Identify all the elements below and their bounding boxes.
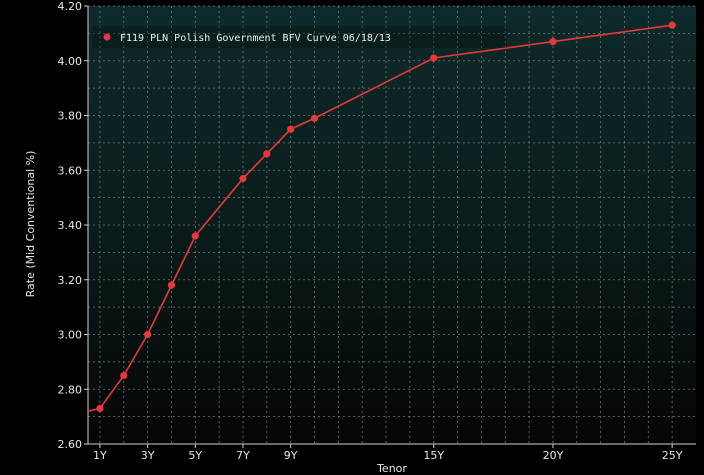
data-point [144, 330, 152, 339]
y-tick-label: 3.40 [58, 219, 83, 232]
y-tick-label: 2.80 [58, 383, 83, 396]
y-tick-label: 2.60 [58, 438, 83, 451]
series-layer [87, 21, 676, 413]
data-point [191, 232, 199, 240]
data-point [549, 37, 557, 46]
x-tick-label: 20Y [543, 449, 564, 462]
data-point [310, 114, 319, 122]
x-tick-label: 25Y [662, 449, 683, 462]
y-tick-label: 4.00 [58, 55, 83, 68]
x-tick-label: 9Y [284, 449, 298, 462]
legend: F119 PLN Polish Government BFV Curve 06/… [92, 26, 507, 48]
y-axis-label: Rate (Mid Conventional %) [24, 151, 37, 298]
x-axis-label: Tenor [376, 462, 407, 475]
y-tick-label: 3.00 [58, 329, 83, 342]
data-point [430, 54, 438, 62]
x-tick-label: 3Y [141, 449, 155, 462]
y-tick-label: 3.80 [58, 110, 83, 123]
legend-label: F119 PLN Polish Government BFV Curve 06/… [120, 33, 391, 44]
x-tick-label: 1Y [93, 449, 107, 462]
data-point [287, 125, 295, 133]
legend-box [92, 26, 507, 48]
axes: 2.60 2.80 3.00 3.20 3.40 3.60 3.80 4.00 4.20 1Y 3Y… [58, 0, 696, 462]
y-tick-label: 3.20 [58, 274, 83, 287]
y-tick-label: 3.60 [58, 164, 83, 177]
data-point [96, 404, 104, 413]
x-tick-label: 7Y [236, 449, 250, 462]
x-tick-label: 15Y [423, 449, 444, 462]
data-point [239, 174, 247, 183]
data-point [263, 150, 271, 158]
grid [88, 5, 696, 445]
data-point [167, 281, 176, 289]
legend-marker [103, 33, 111, 41]
x-tick-label: 5Y [188, 449, 202, 462]
data-point [668, 21, 676, 29]
y-tick-label: 4.20 [58, 0, 83, 13]
data-point [120, 371, 128, 380]
